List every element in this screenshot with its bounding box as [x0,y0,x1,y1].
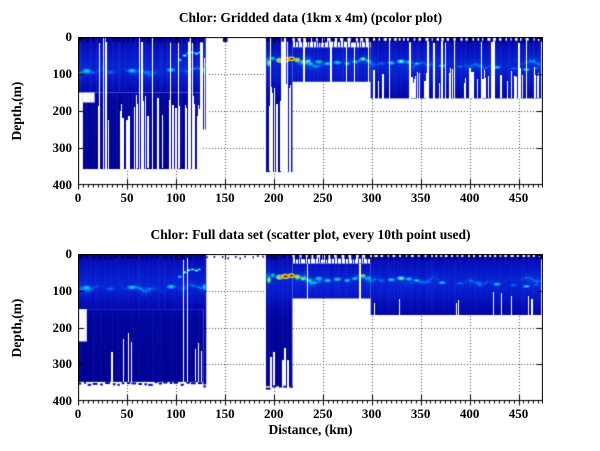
x-tick-label: 450 [508,190,529,205]
y-tick-label: 0 [65,29,73,44]
y-tick-label: 300 [52,140,73,155]
y-tick-label: 100 [52,282,73,298]
x-axis-label: Distance, (km) [268,422,353,437]
pcolor-plot-area [78,37,543,191]
x-tick-label: 300 [361,190,382,205]
x-tick-label: 450 [508,406,529,421]
x-tick-label: 0 [74,190,82,205]
y-tick-label: 200 [52,103,73,118]
scatter-y-axis-label: Depth,(m) [9,298,24,358]
x-tick-label: 400 [459,406,480,421]
x-tick-label: 350 [410,406,431,421]
y-tick-label: 0 [65,246,73,261]
x-tick-label: 400 [459,190,480,205]
pcolor-plot-title: Chlor: Gridded data (1km x 4m) (pcolor p… [178,10,443,25]
x-tick-label: 200 [264,190,284,205]
x-tick-label: 100 [166,190,186,205]
y-tick-label: 400 [52,393,73,408]
x-tick-label: 50 [120,190,134,205]
x-tick-label: 150 [215,190,235,205]
x-tick-label: 350 [410,190,431,205]
x-tick-label: 200 [264,406,284,421]
scatter-plot-title: Chlor: Full data set (scatter plot, ever… [150,227,471,242]
x-tick-label: 250 [312,190,333,205]
x-tick-label: 250 [312,406,333,421]
pcolor-y-axis-label: Depth,(m) [9,81,24,141]
x-tick-label: 150 [215,406,235,421]
scatter-plot-area [78,254,543,407]
y-tick-label: 200 [52,319,73,335]
x-tick-label: 0 [74,406,82,421]
y-tick-label: 300 [52,356,73,372]
x-tick-label: 50 [120,406,134,421]
x-tick-label: 100 [166,406,186,421]
y-tick-label: 400 [52,177,73,192]
x-tick-label: 300 [361,406,382,421]
y-tick-label: 100 [52,66,73,81]
